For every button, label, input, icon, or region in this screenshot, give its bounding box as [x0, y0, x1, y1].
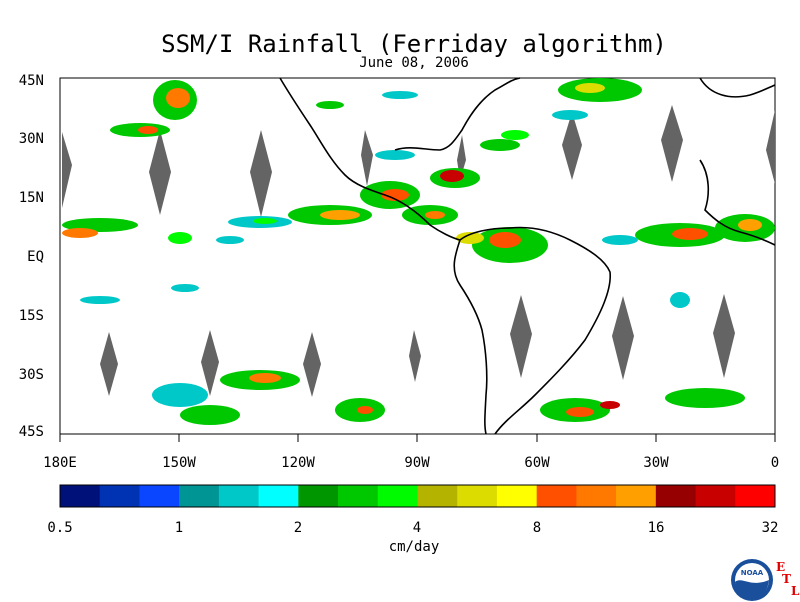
etl-letter-e: E [776, 560, 786, 574]
coastlines [279, 77, 776, 435]
svg-text:NOAA: NOAA [741, 569, 764, 577]
colorbar-tick-label: 4 [412, 520, 422, 536]
colorbar-swatch [139, 485, 180, 507]
lon-label-30w: 30W [643, 455, 669, 471]
colorbar-swatch [655, 485, 697, 507]
lat-label-30n: 30N [18, 131, 44, 147]
colorbar-swatch [616, 485, 657, 507]
etl-letter-t: T [782, 572, 791, 586]
colorbar-swatch [576, 485, 617, 507]
map-title: SSM/I Rainfall (Ferriday algorithm) [161, 30, 667, 58]
lon-label-180e: 180E [43, 455, 77, 471]
colorbar-tick-label: 2 [293, 520, 303, 536]
colorbar-swatch [218, 485, 260, 507]
colorbar-swatch [298, 485, 339, 507]
lon-label-0: 0 [770, 455, 780, 471]
colorbar-swatch [496, 485, 538, 507]
map-frame [59, 77, 776, 435]
colorbar-swatch [735, 485, 776, 507]
colorbar-tick-label: 32 [761, 520, 779, 536]
axis-ticks [59, 434, 776, 442]
colorbar-swatch [179, 485, 220, 507]
lon-label-60w: 60W [524, 455, 550, 471]
colorbar-units: cm/day [388, 539, 440, 555]
colorbar-frame [59, 484, 776, 508]
noaa-logo-icon: NOAA [731, 559, 773, 601]
colorbar-swatch [258, 485, 299, 507]
etl-letter-l: L [791, 584, 800, 598]
lat-label-45s: 45S [18, 424, 44, 440]
colorbar-swatch [457, 485, 498, 507]
rain-patches [62, 78, 775, 425]
colorbar-swatch [338, 485, 379, 507]
colorbar-swatch [417, 485, 458, 507]
colorbar-swatch [695, 485, 736, 507]
colorbar-tick-label: 16 [647, 520, 665, 536]
lat-label-eq: EQ [27, 249, 44, 265]
lon-label-120w: 120W [281, 455, 315, 471]
colorbar [60, 485, 776, 507]
lat-label-15n: 15N [18, 190, 44, 206]
lat-label-30s: 30S [18, 367, 44, 383]
colorbar-tick-label: 1 [174, 520, 184, 536]
colorbar-swatch [377, 485, 418, 507]
lon-label-150w: 150W [162, 455, 196, 471]
map-date: June 08, 2006 [359, 55, 469, 71]
lon-label-90w: 90W [404, 455, 430, 471]
colorbar-swatch [99, 485, 140, 507]
lat-label-15s: 15S [18, 308, 44, 324]
colorbar-tick-label: 8 [532, 520, 542, 536]
colorbar-tick-label: 0.5 [47, 520, 73, 536]
lat-label-45n: 45N [18, 73, 44, 89]
colorbar-swatch [60, 485, 101, 507]
colorbar-swatch [536, 485, 577, 507]
